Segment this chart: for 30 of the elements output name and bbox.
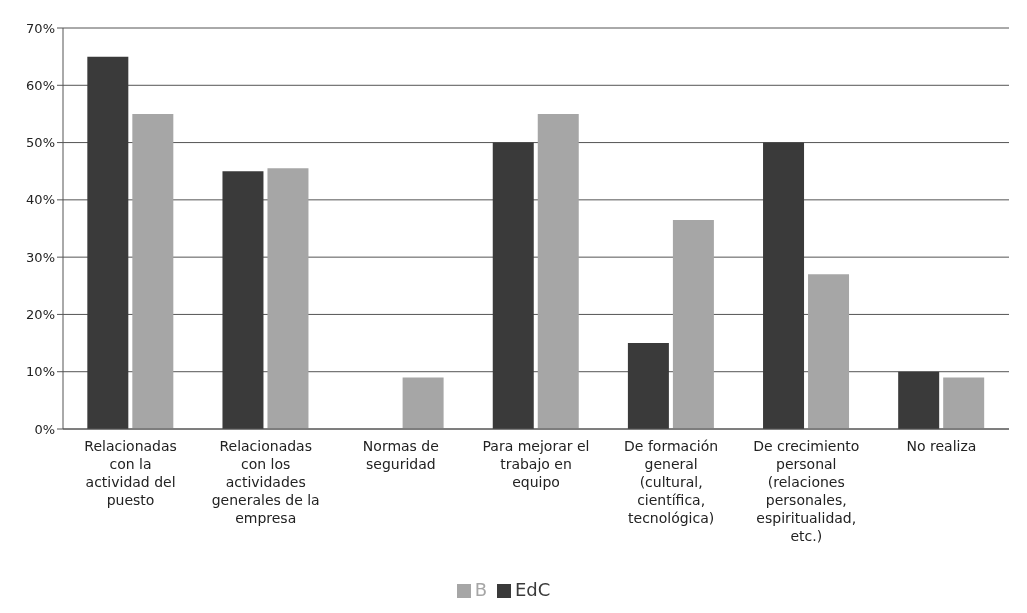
bar bbox=[627, 343, 669, 429]
bar bbox=[402, 377, 444, 429]
bar bbox=[763, 142, 805, 429]
y-tick-label: 30% bbox=[26, 249, 55, 265]
bar bbox=[222, 171, 264, 429]
y-tick-label: 0% bbox=[34, 421, 55, 437]
legend-label: EdC bbox=[514, 579, 551, 600]
x-tick-label: De crecimiento personal (relaciones personales, espiritualidad, etc.) bbox=[753, 438, 860, 544]
y-tick-label: 10% bbox=[26, 364, 55, 380]
bar bbox=[87, 56, 129, 429]
y-tick-label: 40% bbox=[26, 192, 55, 208]
x-tick-label: No realiza bbox=[906, 438, 977, 454]
x-tick-label: De formación general (cultural, científica, tecnológica) bbox=[624, 438, 719, 526]
y-tick-label: 70% bbox=[26, 20, 55, 36]
bar bbox=[492, 142, 534, 429]
x-tick-label: Relacionadas con los actividades generales de la empresa bbox=[211, 438, 320, 526]
x-tick-label: Para mejorar el trabajo en equipo bbox=[482, 438, 590, 490]
bar bbox=[267, 168, 309, 429]
y-tick-label: 50% bbox=[26, 135, 55, 151]
y-tick-label: 20% bbox=[26, 307, 55, 323]
bar bbox=[898, 371, 940, 429]
x-tick-label: Normas de seguridad bbox=[362, 438, 439, 472]
bar bbox=[808, 274, 850, 429]
bar bbox=[943, 377, 985, 429]
legend-label: B bbox=[474, 579, 487, 600]
y-tick-label: 60% bbox=[26, 77, 55, 93]
bar bbox=[672, 219, 714, 429]
bar bbox=[537, 113, 579, 429]
x-tick-label: Relacionadas con la actividad del puesto bbox=[84, 438, 177, 508]
bar bbox=[132, 113, 174, 429]
